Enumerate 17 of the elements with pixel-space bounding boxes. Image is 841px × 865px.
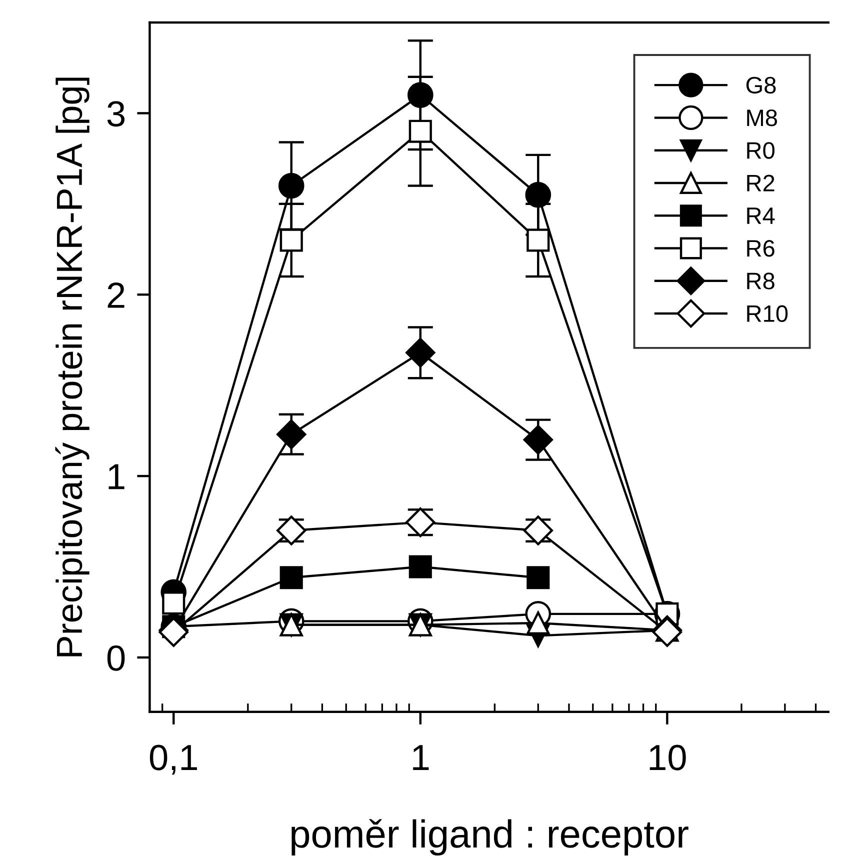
x-axis-title: poměr ligand : receptor bbox=[292, 819, 688, 856]
y-tick-label: 2 bbox=[108, 282, 124, 308]
legend-label: R0 bbox=[747, 142, 774, 159]
x-tick-label: 0,1 bbox=[150, 744, 197, 775]
legend-label: M8 bbox=[747, 109, 778, 126]
legend-label: R4 bbox=[747, 208, 775, 224]
y-tick-label: 3 bbox=[107, 101, 124, 127]
y-axis-title: Precipitovaný protein rNKR-P1A [pg] bbox=[55, 78, 90, 656]
legend-label: G8 bbox=[746, 76, 776, 94]
legend-label: R8 bbox=[747, 272, 774, 290]
x-tick-label: 1 bbox=[413, 745, 429, 770]
y-tick-label: 0 bbox=[107, 645, 125, 671]
x-tick-label: 10 bbox=[650, 744, 686, 770]
legend-label: R2 bbox=[747, 174, 774, 192]
y-tick-label: 1 bbox=[108, 464, 124, 490]
legend-label: R10 bbox=[747, 305, 788, 322]
legend-label: R6 bbox=[747, 240, 774, 257]
